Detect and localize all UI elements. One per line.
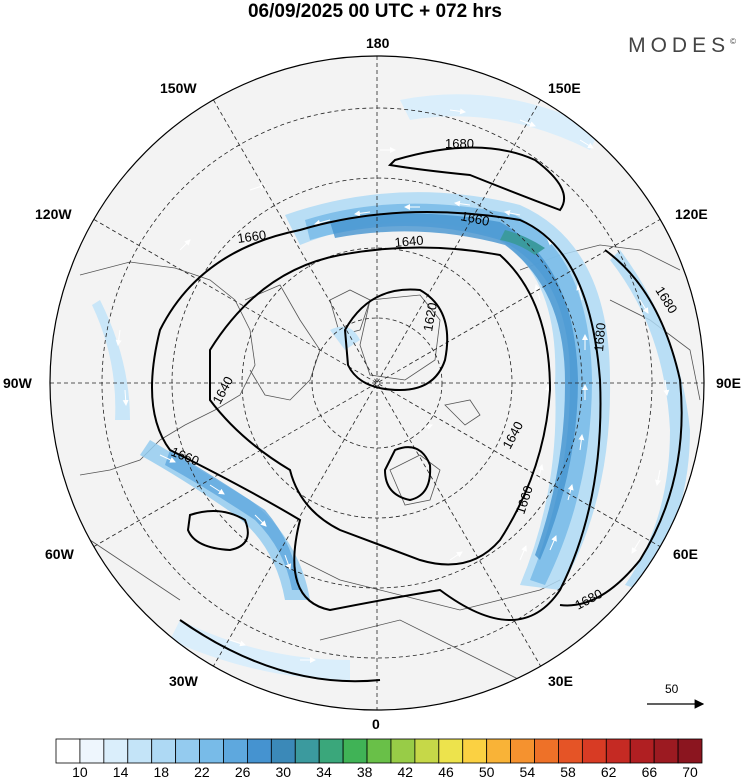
contour-label: 1680 bbox=[591, 322, 608, 352]
colorbar-swatch bbox=[199, 738, 224, 764]
colorbar-swatch bbox=[127, 738, 153, 764]
graticule bbox=[50, 56, 704, 710]
contour-label: 1660 bbox=[236, 227, 267, 246]
colorbar-swatch bbox=[414, 738, 440, 764]
colorbar-tick-label: 70 bbox=[682, 764, 698, 780]
colorbar-swatch bbox=[390, 738, 416, 764]
colorbar-swatch bbox=[581, 738, 607, 764]
colorbar-swatch bbox=[677, 738, 703, 764]
contour-label: 1640 bbox=[394, 233, 424, 250]
lon-label-180: 180 bbox=[366, 35, 390, 51]
colorbar-tick-label: 50 bbox=[478, 764, 495, 780]
map-boundary bbox=[49, 55, 705, 711]
colorbar-tick-label: 46 bbox=[438, 764, 454, 780]
colorbar-swatch bbox=[534, 738, 559, 764]
colorbar-tick-label: 26 bbox=[234, 764, 251, 780]
lon-label-120w: 120W bbox=[35, 206, 72, 222]
lon-label-150w: 150W bbox=[160, 80, 197, 96]
colorbar-swatch bbox=[653, 738, 679, 764]
lon-label-60w: 60W bbox=[45, 546, 74, 562]
lon-label-150e: 150E bbox=[548, 80, 581, 96]
colorbar-swatch bbox=[103, 738, 129, 764]
colorbar-tick-label: 22 bbox=[194, 764, 210, 780]
colorbar-swatch bbox=[558, 738, 583, 764]
colorbar-tick-label: 14 bbox=[112, 764, 129, 780]
lon-label-120e: 120E bbox=[675, 206, 708, 222]
colorbar-swatch bbox=[55, 738, 81, 764]
colorbar-swatch bbox=[629, 738, 655, 764]
colorbar-swatch bbox=[175, 738, 200, 764]
lon-label-30w: 30W bbox=[169, 673, 198, 689]
map-background bbox=[50, 56, 704, 710]
colorbar-swatch bbox=[151, 738, 177, 764]
map-title: 06/09/2025 00 UTC + 072 hrs bbox=[247, 1, 503, 22]
brand-text: MODES bbox=[628, 34, 731, 57]
colorbar-tick-label: 38 bbox=[356, 764, 373, 780]
wind-scale-arrow bbox=[647, 699, 705, 709]
colorbar-swatch bbox=[270, 738, 296, 764]
height-contours bbox=[151, 146, 683, 683]
colorbar-tick-label: 30 bbox=[275, 764, 292, 780]
colorbar-tick-label: 42 bbox=[397, 764, 414, 780]
colorbar-tick-label: 34 bbox=[316, 764, 332, 780]
wind-speed-colorbar bbox=[55, 738, 703, 764]
colorbar-swatch bbox=[247, 738, 272, 764]
contour-label: 1660 bbox=[459, 208, 490, 229]
lon-label-0: 0 bbox=[372, 716, 380, 732]
colorbar-swatch bbox=[438, 738, 464, 764]
colorbar-swatch bbox=[223, 738, 248, 764]
colorbar-swatch bbox=[294, 738, 320, 764]
colorbar-swatch bbox=[462, 738, 488, 764]
lon-label-30e: 30E bbox=[548, 673, 573, 689]
contour-label: 1620 bbox=[420, 301, 440, 332]
colorbar-swatch bbox=[342, 738, 368, 764]
brand-logo: MODES© bbox=[628, 34, 736, 58]
lon-label-60e: 60E bbox=[673, 546, 698, 562]
wind-vectors bbox=[115, 108, 670, 663]
colorbar-swatch bbox=[79, 738, 105, 764]
colorbar-tick-label: 18 bbox=[153, 764, 170, 780]
lon-label-90e: 90E bbox=[716, 375, 741, 391]
colorbar-swatch bbox=[486, 738, 511, 764]
colorbar-tick-label: 62 bbox=[600, 764, 617, 780]
colorbar-tick-label: 54 bbox=[519, 764, 536, 780]
colorbar-tick-label: 58 bbox=[560, 764, 576, 780]
colorbar-tick-label: 10 bbox=[72, 764, 88, 780]
colorbar-swatch bbox=[318, 738, 344, 764]
contour-label: 1680 bbox=[445, 136, 474, 151]
colorbar-tick-label: 66 bbox=[641, 764, 658, 780]
lon-label-90w: 90W bbox=[3, 375, 32, 391]
colorbar-swatch bbox=[366, 738, 392, 764]
copyright-mark: © bbox=[730, 37, 736, 46]
colorbar-swatch bbox=[510, 738, 535, 764]
wind-scale-label: 50 bbox=[665, 682, 679, 696]
colorbar-swatch bbox=[605, 738, 631, 764]
